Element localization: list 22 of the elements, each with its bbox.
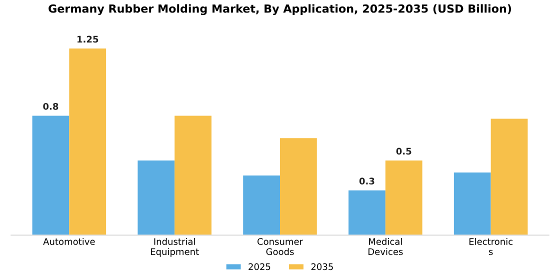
- x-tick-label: Electronic s: [469, 238, 513, 256]
- x-tick-label: Consumer Goods: [257, 238, 304, 256]
- data-label: 1.25: [78, 36, 98, 43]
- data-label: 0.5: [396, 148, 412, 155]
- chart-title: Germany Rubber Molding Market, By Application, 2025-2035 (USD Billion): [48, 4, 512, 16]
- bar: [32, 116, 70, 236]
- legend-label: 2025: [248, 263, 270, 270]
- bar: [348, 190, 386, 236]
- legend-label: 2035: [311, 263, 333, 270]
- bar: [490, 118, 528, 236]
- bar: [385, 160, 422, 236]
- x-tick-label: Medical Devices: [368, 238, 403, 256]
- bar: [69, 48, 106, 236]
- bar: [138, 160, 175, 236]
- bar: [280, 138, 317, 236]
- data-label: 0.8: [43, 102, 58, 110]
- bar: [454, 172, 491, 236]
- x-tick-label: Industrial Equipment: [150, 238, 199, 257]
- bar: [243, 175, 280, 236]
- x-tick-label: Automotive: [43, 238, 95, 245]
- data-label: 0.3: [359, 178, 374, 184]
- bar: [174, 116, 212, 236]
